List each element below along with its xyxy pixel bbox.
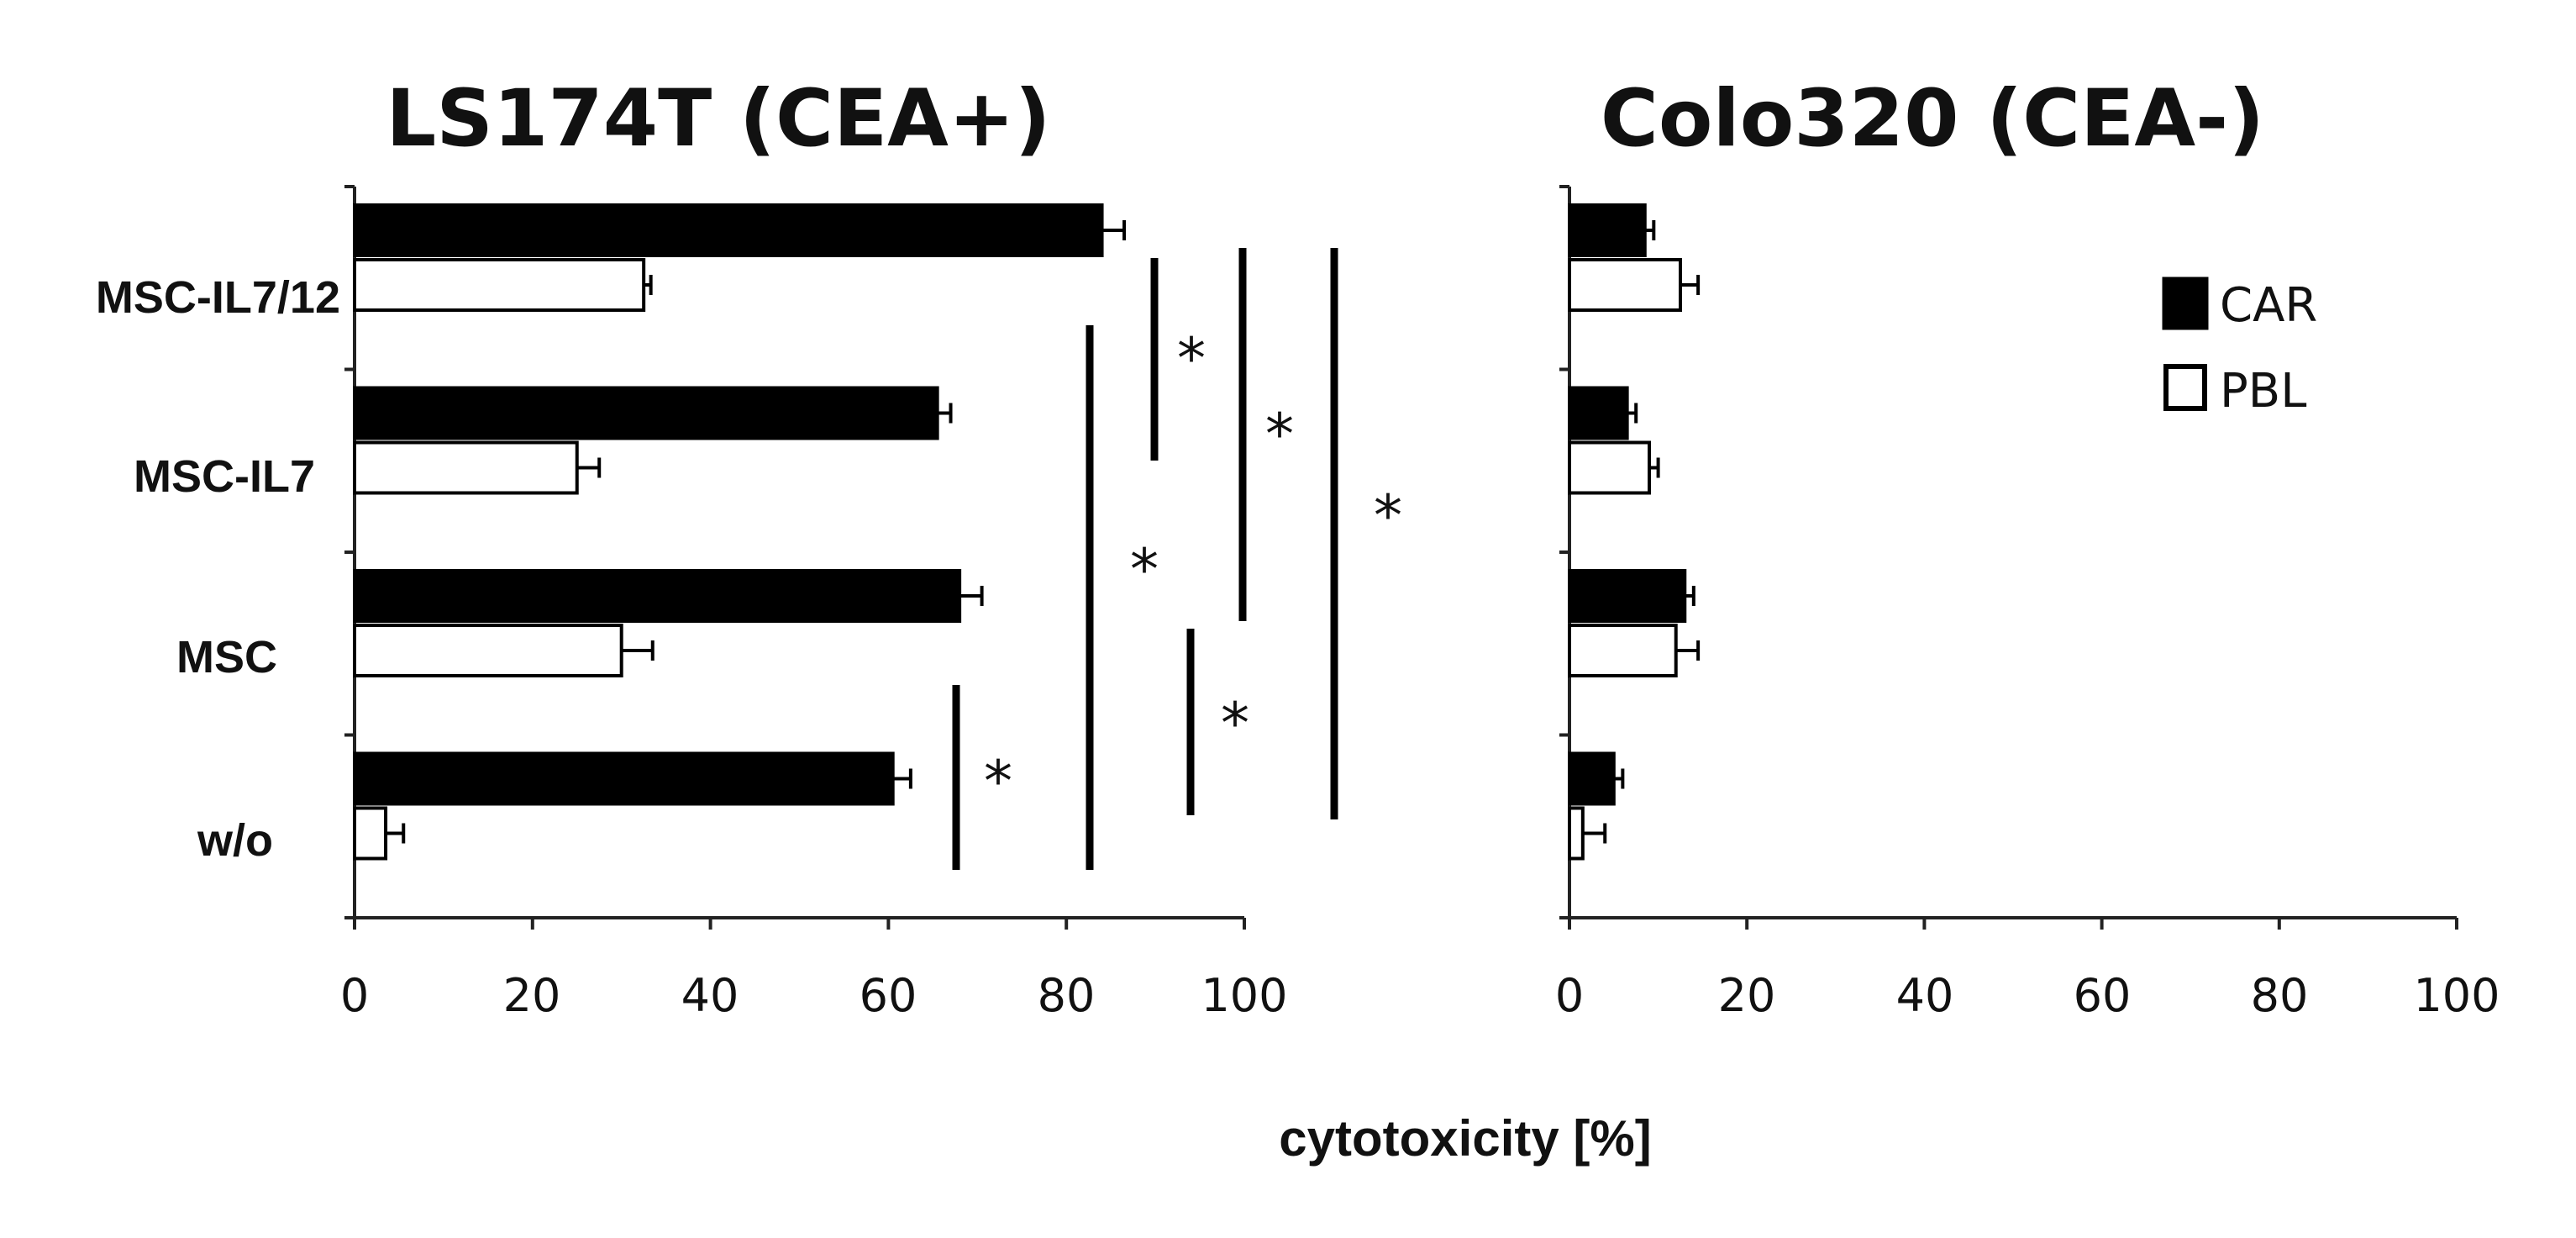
x-tick-label-60: 60	[860, 969, 917, 1022]
legend: CAR PBL	[2162, 277, 2317, 419]
bar-pbl-msc	[1568, 624, 1678, 677]
bar-car-w-o	[353, 751, 895, 806]
x-tick-label-0: 0	[340, 969, 369, 1022]
x-tick-label-80: 80	[2251, 969, 2309, 1022]
panel-title-ls174t: LS174T (CEA+)	[386, 73, 1050, 165]
significance-star-5: *	[1221, 691, 1249, 757]
bar-pbl-msc-il7-12	[353, 258, 646, 312]
significance-star-2: *	[1265, 402, 1294, 468]
significance-star-6: *	[984, 749, 1012, 815]
x-tick-label-20: 20	[1718, 969, 1776, 1022]
x-tick-label-60: 60	[2074, 969, 2132, 1022]
bar-car-msc-il7	[1568, 386, 1629, 440]
significance-star-4: *	[1130, 537, 1159, 603]
category-label-msc-il7-12: MSC-IL7/12	[96, 272, 340, 323]
legend-label-pbl: PBL	[2220, 364, 2306, 419]
x-tick-label-100: 100	[2413, 969, 2500, 1022]
bar-pbl-msc-il7	[353, 440, 579, 495]
x-tick-label-20: 20	[503, 969, 561, 1022]
legend-swatch-pbl	[2163, 364, 2207, 411]
x-tick-labels-right: 0 20 40 60 80 100	[1555, 969, 2500, 1022]
x-axis-label: cytotoxicity [%]	[1279, 1110, 1651, 1167]
category-labels: MSC-IL7/12 MSC-IL7 MSC w/o	[96, 272, 340, 866]
x-tick-label-40: 40	[681, 969, 739, 1022]
bar-pbl-msc	[353, 624, 623, 677]
bar-car-msc	[1568, 569, 1687, 623]
x-tick-label-100: 100	[1201, 969, 1287, 1022]
panel-ls174t: LS174T (CEA+) MSC-IL7/12 MSC-IL7 MSC w/o…	[96, 73, 1402, 1022]
bar-car-msc-il7-12	[1568, 203, 1647, 257]
category-label-msc: MSC	[176, 632, 277, 682]
significance-star-3: *	[1374, 483, 1402, 550]
x-tick-labels-left: 0 20 40 60 80 100	[340, 969, 1288, 1022]
category-label-w-o: w/o	[197, 815, 273, 866]
x-tick-label-80: 80	[1038, 969, 1096, 1022]
significance-star-1: *	[1177, 326, 1206, 392]
bar-car-msc	[353, 569, 962, 623]
bar-car-msc-il7	[353, 386, 939, 440]
bar-pbl-msc-il7-12	[1568, 258, 1682, 312]
bar-pbl-w-o	[353, 806, 388, 861]
category-label-msc-il7: MSC-IL7	[134, 451, 315, 502]
legend-label-car: CAR	[2220, 278, 2317, 333]
bar-car-w-o	[1568, 751, 1616, 806]
x-tick-label-0: 0	[1555, 969, 1584, 1022]
bar-car-msc-il7-12	[353, 203, 1104, 257]
bar-pbl-msc-il7	[1568, 440, 1652, 495]
legend-swatch-car	[2162, 277, 2209, 330]
panel-colo320: Colo320 (CEA-) 0 20 40 60 80 100 CAR PBL	[1555, 73, 2500, 1022]
bar-pbl-w-o	[1568, 806, 1585, 861]
x-tick-label-40: 40	[1896, 969, 1954, 1022]
panel-title-colo320: Colo320 (CEA-)	[1601, 73, 2264, 165]
